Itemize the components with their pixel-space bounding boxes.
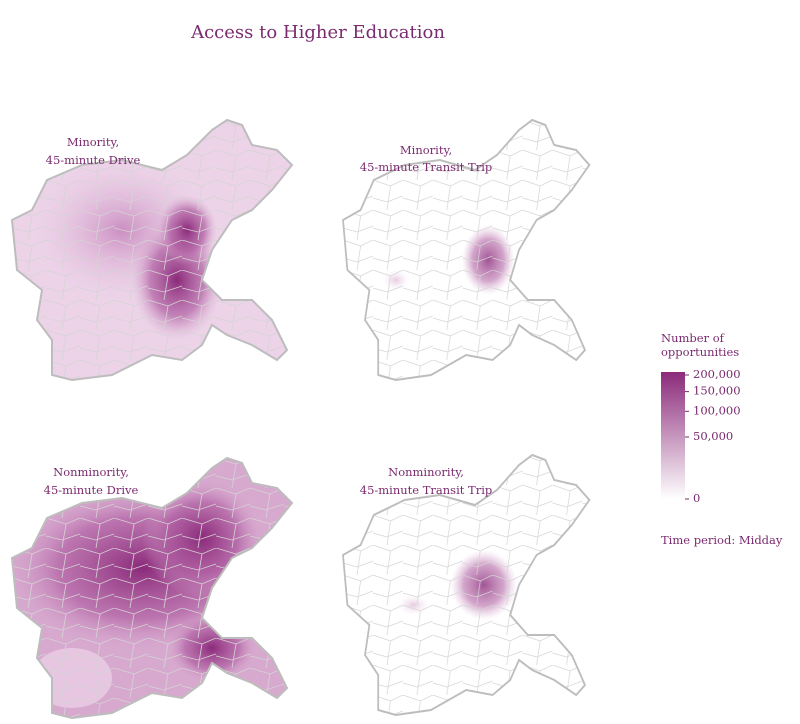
legend-title: Number of [661, 331, 725, 345]
color-bar [661, 372, 685, 499]
panel-label: 45-minute Drive [46, 153, 141, 167]
legend-tick-label: 0 [693, 491, 700, 505]
map-nonminority-drive [11, 457, 293, 719]
panel-label: Nonminority, [388, 465, 464, 479]
panel-label: Minority, [400, 143, 452, 157]
panel-label: 45-minute Transit Trip [360, 483, 493, 497]
legend-title: opportunities [661, 345, 739, 359]
title: Access to Higher Education [190, 22, 445, 43]
note: Time period: Midday [661, 533, 783, 547]
legend-tick-label: 50,000 [693, 429, 733, 443]
panel-label: 45-minute Transit Trip [360, 160, 493, 174]
legend-ticks: 0 50,000 100,000 150,000 200,000 [685, 367, 741, 505]
legend-tick-label: 150,000 [693, 384, 741, 398]
panel-label: Minority, [67, 135, 119, 149]
panel-label: Nonminority, [53, 465, 129, 479]
panel-label: 45-minute Drive [44, 483, 139, 497]
legend-tick-label: 200,000 [693, 367, 741, 381]
legend-tick-label: 100,000 [693, 403, 741, 417]
